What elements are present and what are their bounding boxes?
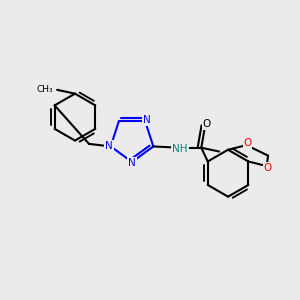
Text: N: N (143, 115, 151, 125)
Text: N: N (128, 158, 136, 168)
Text: O: O (264, 163, 272, 173)
Text: N: N (105, 141, 113, 152)
Text: O: O (244, 138, 252, 148)
Text: NH: NH (172, 144, 188, 154)
Text: O: O (203, 119, 211, 129)
Text: CH₃: CH₃ (37, 85, 53, 94)
